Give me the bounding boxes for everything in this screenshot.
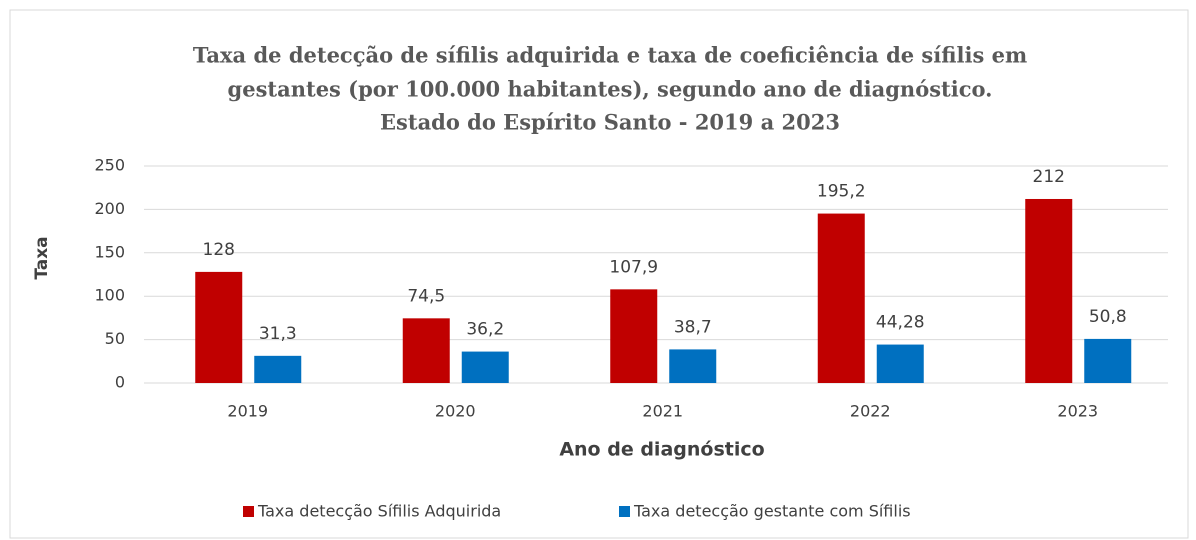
- chart-title: Estado do Espírito Santo - 2019 a 2023: [380, 110, 840, 135]
- chart-title: Taxa de detecção de sífilis adquirida e …: [193, 43, 1027, 68]
- value-label: 38,7: [674, 317, 712, 337]
- x-tick-label: 2020: [435, 402, 476, 421]
- chart-title: gestantes (por 100.000 habitantes), segu…: [228, 77, 993, 102]
- legend-label: Taxa detecção Sífilis Adquirida: [257, 502, 501, 521]
- value-label: 74,5: [407, 286, 445, 306]
- value-label: 195,2: [817, 182, 866, 202]
- bar: [254, 355, 302, 383]
- value-label: 107,9: [609, 257, 658, 277]
- bar: [402, 318, 450, 383]
- legend-swatch: [243, 506, 254, 517]
- y-tick-label: 100: [94, 286, 125, 305]
- bar: [1025, 198, 1073, 383]
- x-tick-label: 2022: [850, 402, 891, 421]
- bar: [461, 351, 509, 383]
- value-label: 44,28: [876, 313, 925, 333]
- bar: [669, 349, 717, 383]
- bar: [817, 213, 865, 383]
- legend-label: Taxa detecção gestante com Sífilis: [633, 502, 911, 521]
- y-tick-label: 50: [105, 329, 125, 348]
- bar: [1084, 338, 1132, 383]
- y-tick-label: 0: [115, 373, 125, 392]
- y-tick-label: 200: [94, 199, 125, 218]
- x-tick-label: 2023: [1057, 402, 1098, 421]
- y-tick-label: 250: [94, 156, 125, 175]
- bar: [876, 344, 924, 383]
- y-axis-label: Taxa: [32, 236, 52, 279]
- value-label: 50,8: [1089, 307, 1127, 327]
- value-label: 128: [203, 240, 235, 260]
- x-axis-label: Ano de diagnóstico: [559, 439, 764, 461]
- x-tick-label: 2021: [642, 402, 683, 421]
- x-tick-label: 2019: [227, 402, 268, 421]
- value-label: 212: [1033, 167, 1065, 187]
- value-label: 31,3: [259, 324, 297, 344]
- bar: [195, 271, 243, 383]
- value-label: 36,2: [466, 320, 504, 340]
- legend-swatch: [619, 506, 630, 517]
- bar: [610, 289, 658, 383]
- y-tick-label: 150: [94, 242, 125, 261]
